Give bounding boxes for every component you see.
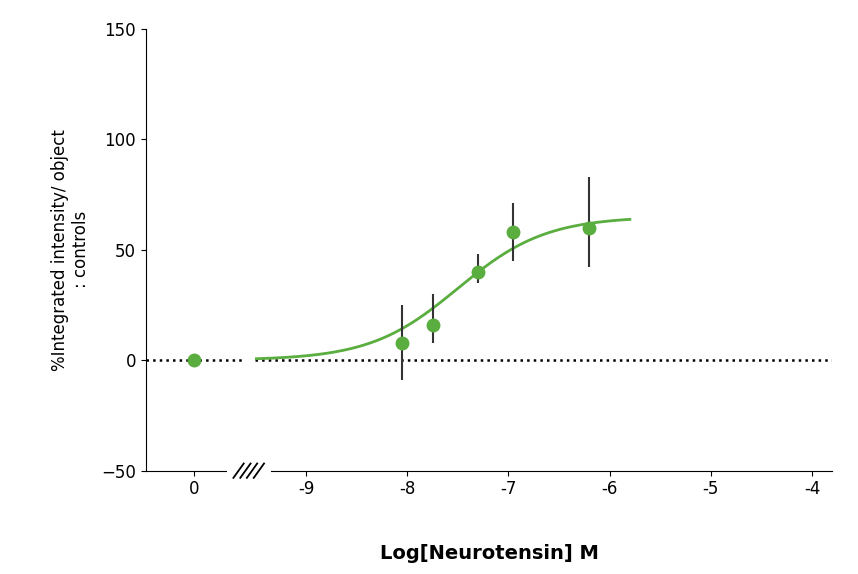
Text: Log[Neurotensin] M: Log[Neurotensin] M [379, 544, 599, 563]
Y-axis label: %Integrated intensity/ object
: controls: %Integrated intensity/ object : controls [51, 129, 90, 371]
